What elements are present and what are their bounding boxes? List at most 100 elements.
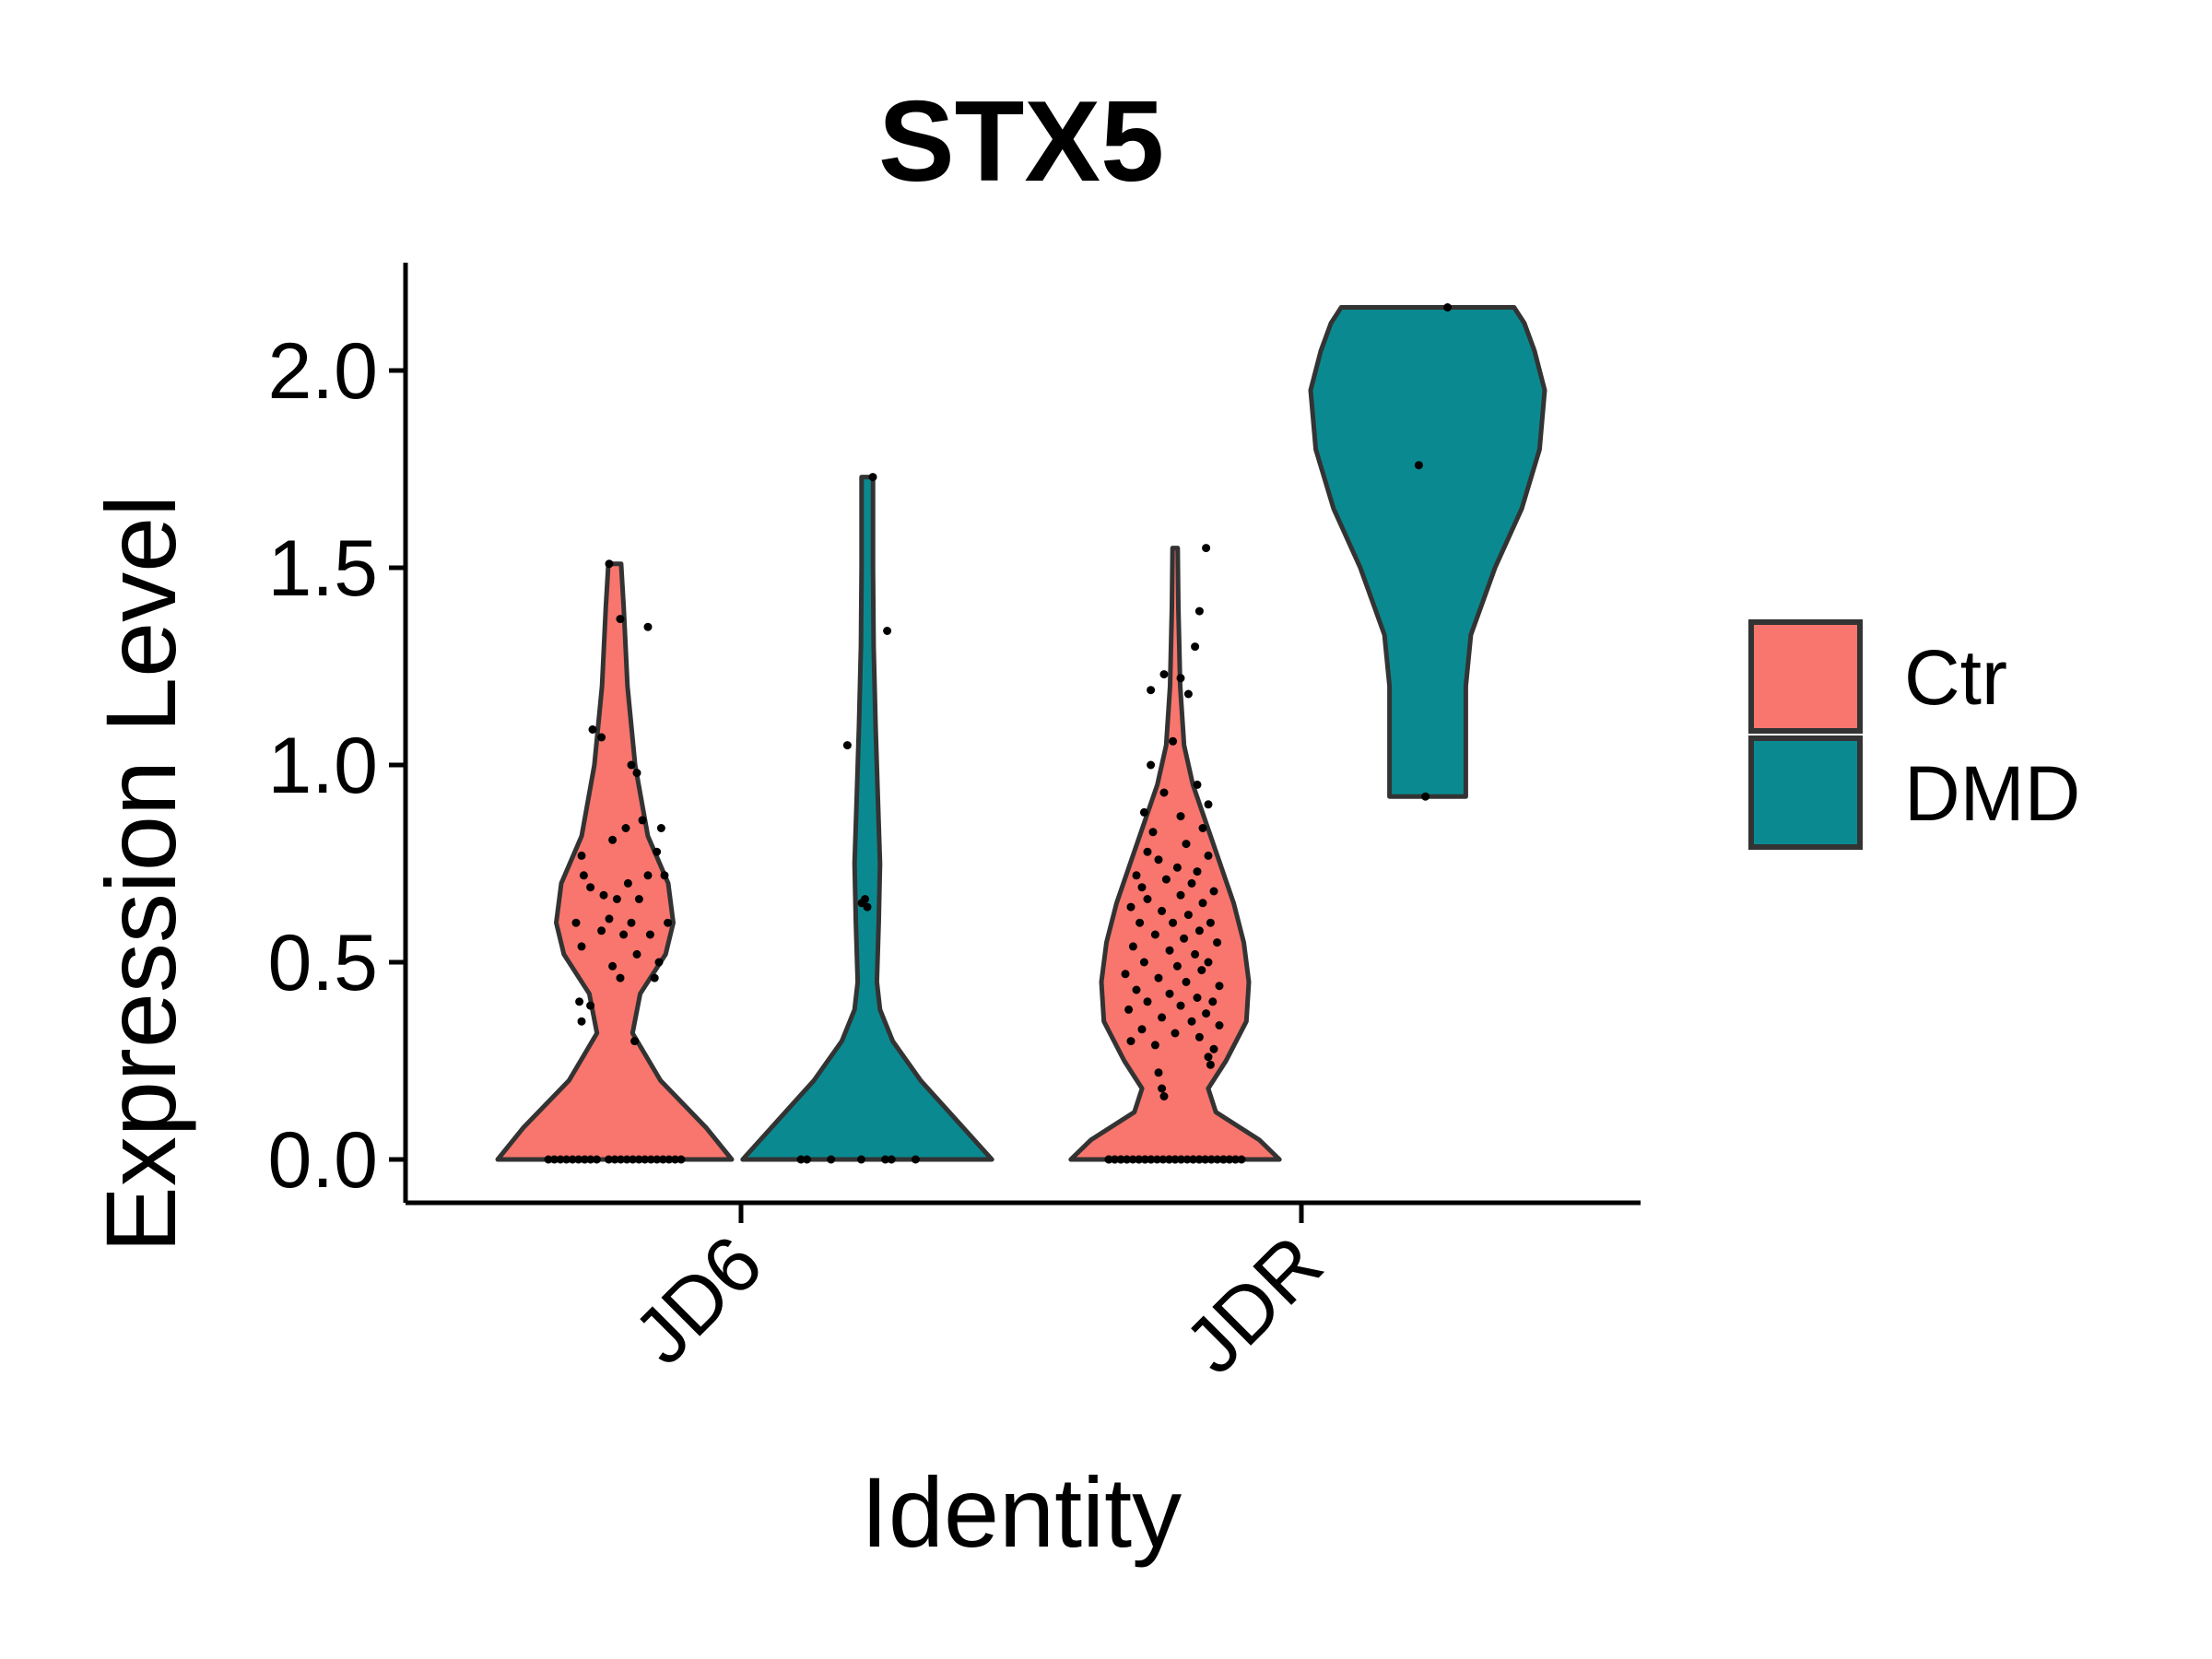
data-point [577, 851, 586, 860]
data-point [1171, 1029, 1180, 1038]
data-point [1150, 1041, 1159, 1050]
chart-title: STX5 [878, 78, 1164, 206]
data-point [1204, 800, 1213, 809]
data-point [556, 1155, 565, 1164]
data-point [1194, 606, 1204, 616]
data-point [616, 615, 625, 624]
data-point [677, 1155, 686, 1164]
data-point [1206, 1060, 1215, 1069]
data-point [1193, 994, 1202, 1002]
data-point [1165, 946, 1174, 955]
data-point [1154, 855, 1163, 865]
data-point [1137, 883, 1147, 892]
data-point [605, 559, 614, 569]
data-point [643, 622, 653, 631]
data-point [827, 1155, 836, 1164]
data-point [619, 930, 629, 939]
data-point [1414, 461, 1423, 470]
data-point [1204, 851, 1213, 860]
data-point [634, 895, 643, 903]
data-point [1421, 792, 1430, 801]
data-point [1171, 1155, 1180, 1164]
data-point [1202, 544, 1211, 553]
data-point [622, 1155, 631, 1164]
data-point [1147, 760, 1156, 770]
data-point [1158, 1013, 1167, 1022]
data-point [1116, 1155, 1125, 1164]
data-point [588, 725, 597, 734]
data-point [654, 958, 664, 967]
data-point [617, 1155, 625, 1164]
data-point [1194, 926, 1204, 935]
data-point [1176, 674, 1185, 683]
data-point [1198, 824, 1207, 832]
legend: Ctr DMD [1748, 619, 2080, 850]
violin-dmd-jd6 [740, 475, 994, 1162]
data-point [803, 1155, 811, 1164]
data-point [638, 816, 647, 825]
data-point [911, 1155, 920, 1164]
data-point [632, 769, 641, 778]
data-point [646, 1155, 655, 1164]
data-point [1206, 1155, 1216, 1164]
data-point [1159, 1092, 1169, 1100]
data-point [1128, 942, 1137, 951]
data-point [1194, 1155, 1204, 1164]
data-point [1159, 670, 1169, 679]
data-point [586, 883, 595, 892]
data-point [1206, 918, 1215, 927]
data-point [1209, 1044, 1218, 1053]
violin-dmd-jdr [1308, 305, 1547, 799]
data-point [608, 961, 618, 971]
data-point [1176, 1001, 1185, 1010]
legend-swatch-ctr [1748, 619, 1863, 734]
data-point [550, 1155, 559, 1164]
data-point [1165, 1155, 1173, 1164]
legend-swatch-dmd [1748, 735, 1863, 850]
data-point [1147, 1155, 1156, 1164]
y-tick-label: 2.0 [267, 327, 378, 416]
data-point [1148, 828, 1158, 837]
data-point [610, 1155, 619, 1164]
data-point [650, 973, 659, 982]
data-point [1172, 863, 1182, 872]
data-point [842, 741, 852, 750]
data-point [586, 1155, 595, 1164]
data-point [1215, 982, 1224, 991]
data-point [544, 1155, 553, 1164]
data-point [1128, 1155, 1137, 1164]
data-point [571, 918, 581, 927]
data-point [1191, 642, 1200, 652]
data-point [632, 949, 641, 959]
data-point [629, 1155, 638, 1164]
data-point [1158, 906, 1167, 915]
violin-ctr-jd6 [495, 561, 735, 1162]
data-point [574, 1155, 583, 1164]
data-point [1193, 867, 1202, 877]
data-point [1126, 1037, 1135, 1046]
data-point [881, 1155, 890, 1164]
data-point [1132, 985, 1141, 994]
x-tick-label: JDR [1168, 1219, 1339, 1391]
data-point [1172, 961, 1182, 971]
data-point [1187, 878, 1196, 888]
data-point [1159, 1155, 1168, 1164]
data-point [1154, 1068, 1163, 1077]
data-point [1169, 736, 1178, 746]
data-point [653, 847, 662, 856]
data-point [562, 1155, 571, 1164]
data-point [883, 627, 892, 635]
data-point [1159, 788, 1169, 797]
data-point [1135, 1155, 1144, 1164]
data-point [1139, 958, 1148, 967]
data-point [580, 1155, 589, 1164]
data-point [1161, 875, 1171, 884]
data-point [645, 930, 654, 939]
data-point [577, 942, 586, 951]
data-point [863, 902, 872, 912]
data-point [1123, 1155, 1132, 1164]
data-point [1183, 911, 1193, 920]
data-point [634, 1155, 643, 1164]
data-point [1143, 997, 1152, 1006]
data-point [1158, 1084, 1167, 1093]
